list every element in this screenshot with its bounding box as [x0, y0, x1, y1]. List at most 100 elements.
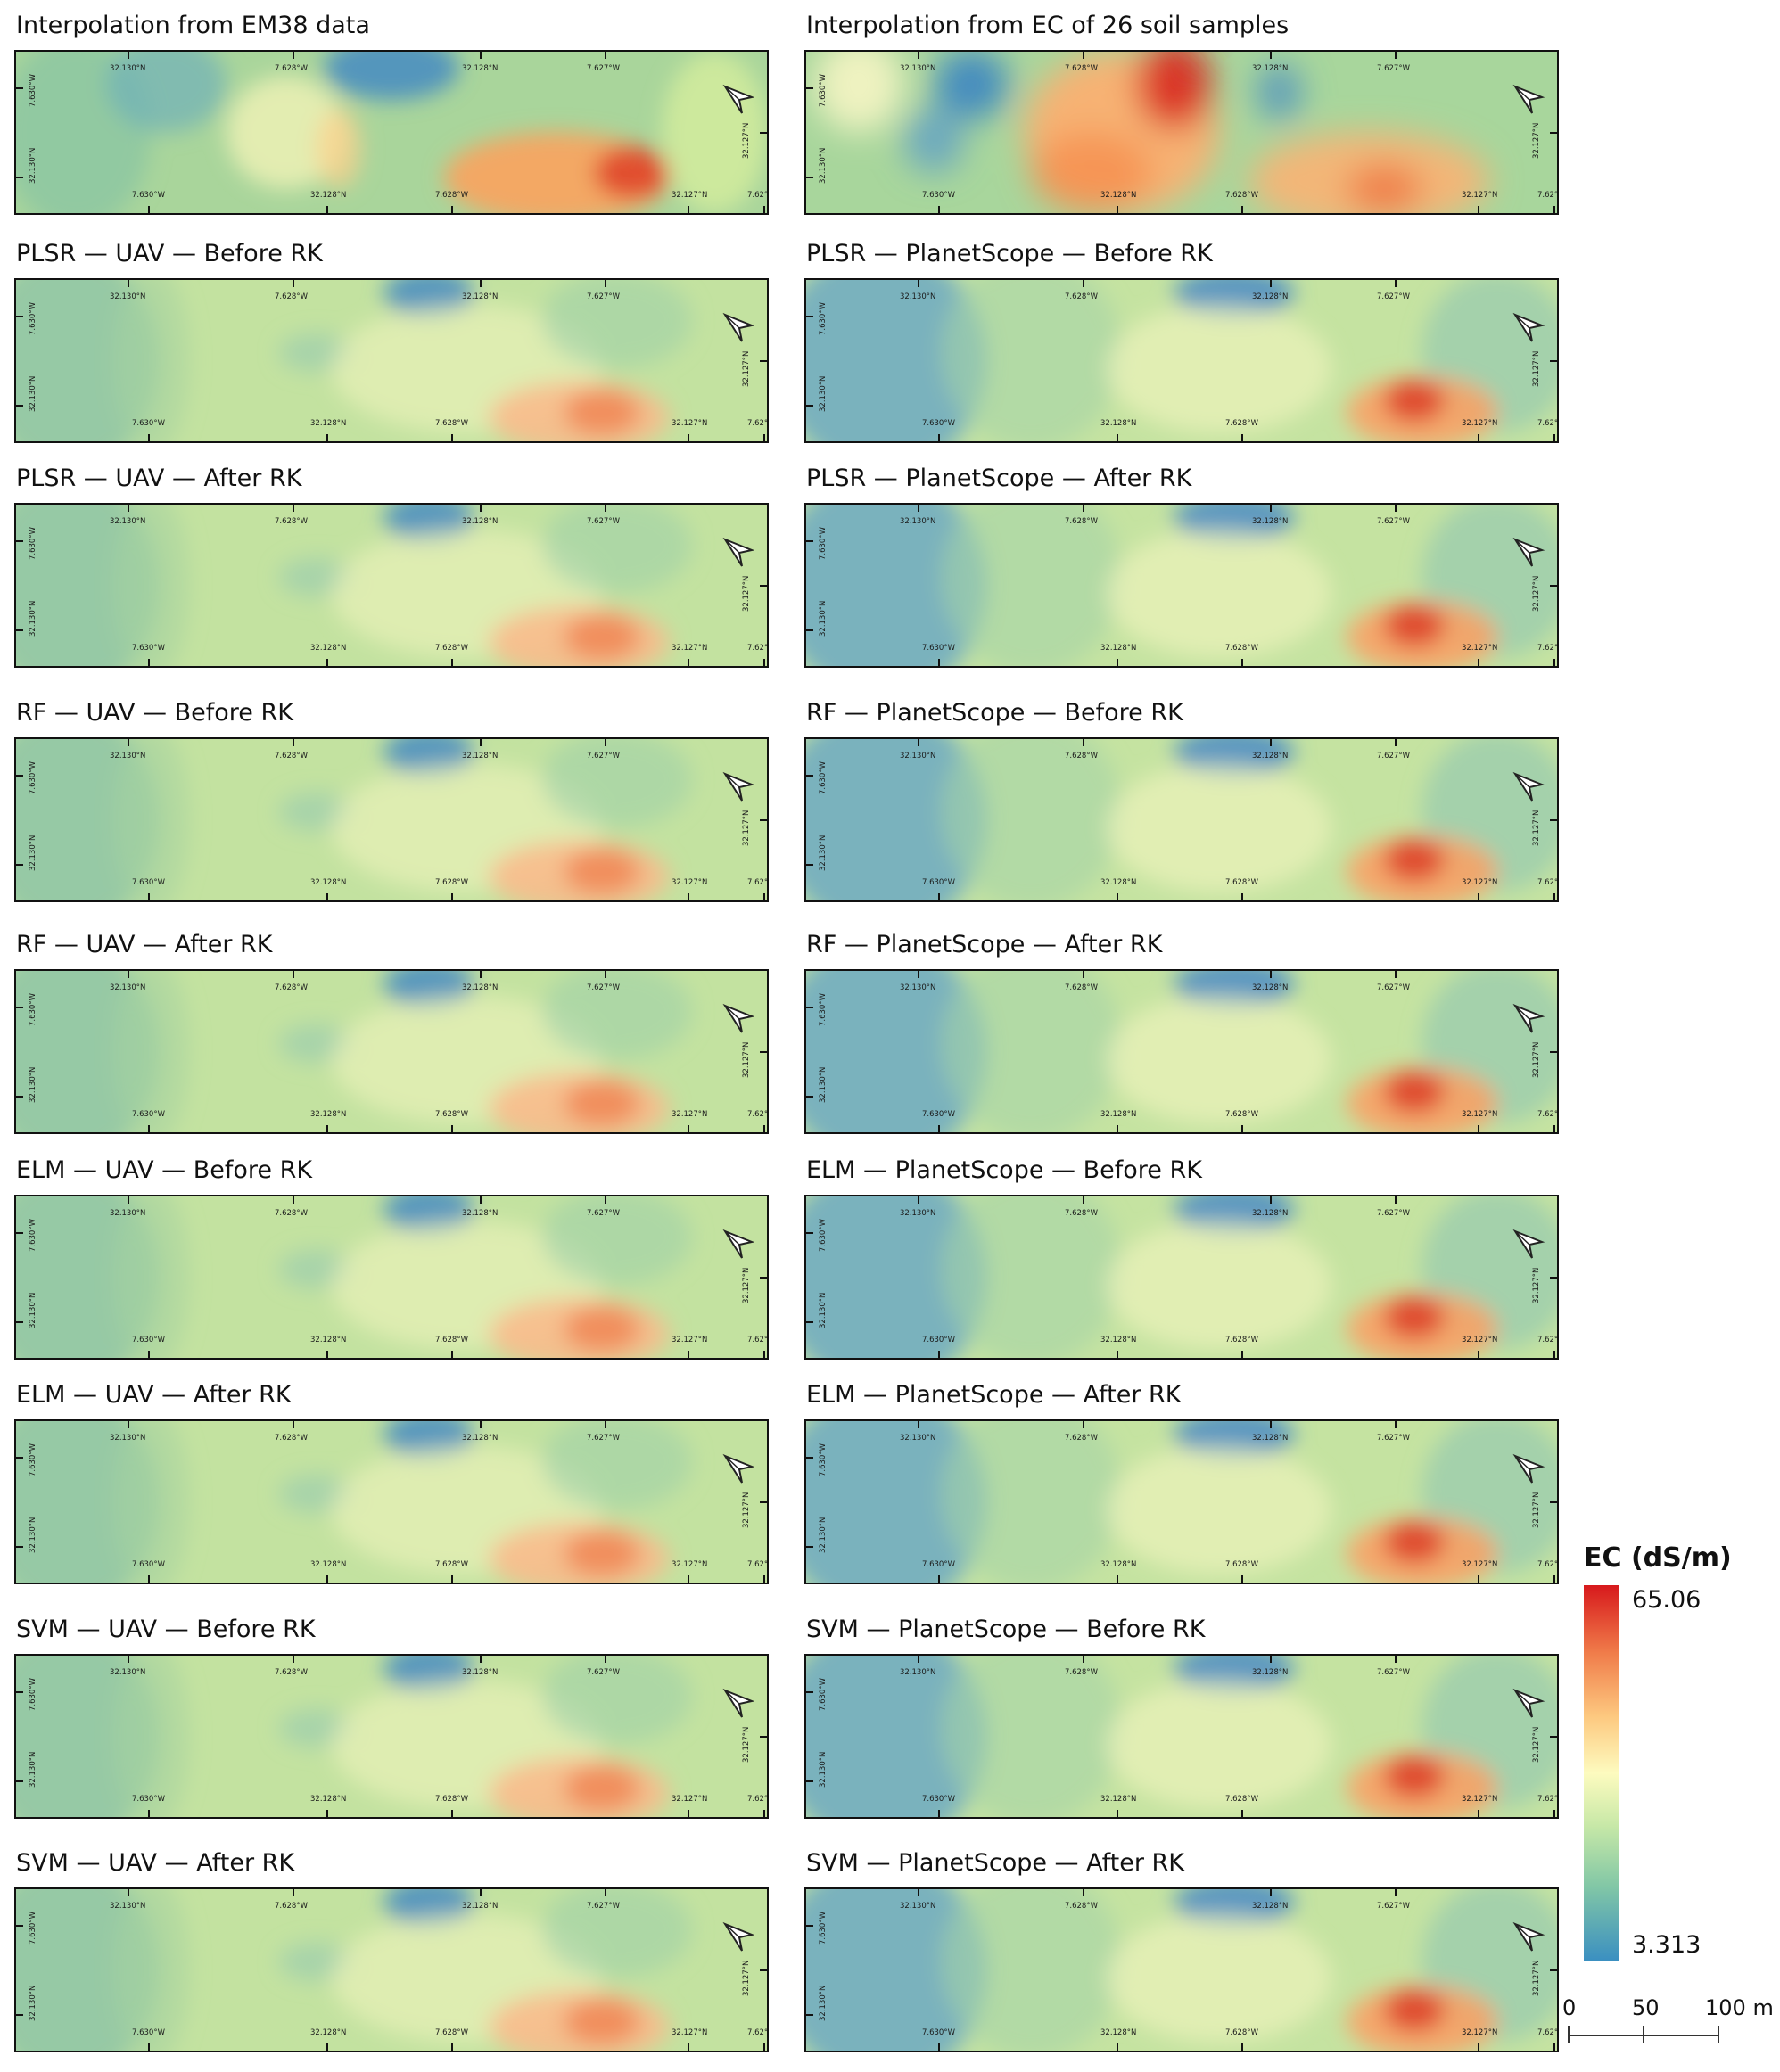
- graticule-tick: [480, 1196, 482, 1204]
- graticule-tick: [326, 1575, 328, 1583]
- graticule-tick: [1241, 1810, 1243, 1817]
- coord-label-top: 7.628°W: [1065, 1902, 1098, 1911]
- ec-raster: [16, 1889, 767, 2051]
- coord-label-top: 7.628°W: [275, 1902, 308, 1911]
- ec-zone: [106, 52, 227, 133]
- ec-zone: [1106, 1680, 1332, 1809]
- coord-label-bottom: 32.127°N: [1462, 878, 1498, 887]
- map-panel-title: RF — UAV — Before RK: [16, 699, 293, 727]
- graticule-tick: [760, 1736, 767, 1738]
- ec-raster: [16, 505, 767, 666]
- ec-raster: [806, 1196, 1557, 1358]
- coord-label-bottom: 7.630°W: [132, 1560, 165, 1569]
- graticule-tick: [16, 2014, 23, 2016]
- graticule-tick: [293, 1196, 294, 1204]
- graticule-tick: [451, 434, 453, 441]
- coord-label-bottom: 32.127°N: [1462, 1336, 1498, 1344]
- coord-label-left: 32.130°N: [29, 375, 37, 412]
- graticule-tick: [1395, 280, 1397, 287]
- graticule-tick: [1270, 1656, 1272, 1663]
- coord-label-bottom: 32.128°N: [1100, 1795, 1137, 1804]
- coord-label-bottom: 7.630°W: [132, 1795, 165, 1804]
- coord-label-top: 7.628°W: [275, 752, 308, 761]
- north-arrow-icon: [1512, 1453, 1545, 1484]
- ec-zone: [1031, 132, 1152, 213]
- coord-label-bottom: 7.62°W: [1537, 644, 1559, 653]
- north-arrow-icon: [722, 312, 754, 342]
- coord-label-bottom: 7.62°W: [747, 1795, 769, 1804]
- coord-label-bottom: 32.128°N: [310, 878, 347, 887]
- coord-label-right: 32.127°N: [742, 1726, 751, 1763]
- coord-label-bottom: 7.62°W: [747, 2028, 769, 2037]
- coord-label-top: 32.128°N: [1252, 1902, 1289, 1911]
- ec-zone: [226, 76, 347, 189]
- graticule-tick: [1553, 893, 1555, 900]
- graticule-tick: [148, 2043, 150, 2051]
- map-panel: ELM — PlanetScope — After RK 32.130°N 7.62…: [804, 1382, 1562, 1603]
- graticule-tick: [1270, 1889, 1272, 1896]
- map-panel-title: PLSR — UAV — After RK: [16, 465, 302, 492]
- coord-label-bottom: 7.628°W: [435, 878, 468, 887]
- graticule-tick: [1550, 360, 1557, 362]
- graticule-tick: [1550, 1051, 1557, 1053]
- graticule-tick: [1478, 659, 1479, 666]
- coord-label-top: 32.130°N: [110, 64, 146, 73]
- graticule-tick: [326, 893, 328, 900]
- graticule-tick: [1241, 206, 1243, 213]
- legend-min-value: 3.313: [1632, 1931, 1702, 1959]
- coord-label-bottom: 32.127°N: [672, 419, 708, 428]
- coord-label-top: 7.627°W: [587, 1902, 620, 1911]
- graticule-tick: [128, 505, 129, 512]
- ec-zone: [941, 280, 1122, 441]
- coord-label-bottom: 7.62°W: [747, 1560, 769, 1569]
- graticule-tick: [760, 1051, 767, 1053]
- coord-label-bottom: 32.128°N: [310, 1560, 347, 1569]
- graticule-tick: [1395, 505, 1397, 512]
- coord-label-top: 32.130°N: [900, 292, 936, 301]
- coord-label-top: 32.128°N: [1252, 1209, 1289, 1218]
- coord-label-left: 7.630°W: [819, 1678, 828, 1711]
- map-panel-title: SVM — UAV — After RK: [16, 1849, 295, 1877]
- north-arrow-icon: [1512, 537, 1545, 567]
- coord-label-top: 7.628°W: [275, 64, 308, 73]
- ec-zone: [564, 390, 639, 435]
- map-frame: 32.130°N 7.628°W 32.128°N 7.627°W 7.630°W 32.…: [14, 737, 769, 902]
- graticule-tick: [293, 1421, 294, 1428]
- coord-label-bottom: 32.128°N: [1100, 1560, 1137, 1569]
- graticule-tick: [1117, 893, 1118, 900]
- ec-zone: [113, 1889, 189, 2051]
- coord-label-left: 32.130°N: [29, 147, 37, 184]
- graticule-tick: [763, 1125, 765, 1132]
- ec-zone: [1257, 62, 1302, 121]
- graticule-tick: [918, 1196, 919, 1204]
- graticule-tick: [806, 1691, 813, 1693]
- ec-zone: [1106, 1445, 1332, 1575]
- ec-zone: [564, 1999, 639, 2044]
- coord-label-top: 7.627°W: [587, 1434, 620, 1443]
- coord-label-bottom: 7.628°W: [1225, 1110, 1258, 1119]
- graticule-tick: [806, 1232, 813, 1234]
- graticule-tick: [1270, 739, 1272, 746]
- ec-raster: [806, 1656, 1557, 1817]
- map-panel-title: SVM — UAV — Before RK: [16, 1616, 316, 1643]
- coord-label-top: 32.128°N: [1252, 1668, 1289, 1677]
- graticule-tick: [293, 739, 294, 746]
- graticule-tick: [451, 893, 453, 900]
- coord-label-top: 7.627°W: [587, 64, 620, 73]
- coord-label-bottom: 7.628°W: [1225, 644, 1258, 653]
- graticule-tick: [688, 659, 689, 666]
- coord-label-right: 32.127°N: [742, 1267, 751, 1303]
- graticule-tick: [293, 1889, 294, 1896]
- coord-label-top: 7.628°W: [1065, 983, 1098, 992]
- ec-raster: [806, 739, 1557, 900]
- north-arrow-icon: [722, 1003, 754, 1033]
- map-frame: 32.130°N 7.628°W 32.128°N 7.627°W 7.630°W 32.…: [14, 1419, 769, 1584]
- coord-label-top: 7.627°W: [1377, 1209, 1410, 1218]
- coord-label-top: 32.130°N: [900, 1209, 936, 1218]
- coord-label-left: 32.130°N: [29, 1292, 37, 1328]
- north-arrow-icon: [722, 84, 754, 114]
- coord-label-bottom: 32.127°N: [1462, 1560, 1498, 1569]
- map-panel: PLSR — UAV — After RK 32.130°N 7.628°W 32.1…: [14, 465, 772, 687]
- graticule-tick: [763, 2043, 765, 2051]
- coord-label-bottom: 7.628°W: [435, 191, 468, 200]
